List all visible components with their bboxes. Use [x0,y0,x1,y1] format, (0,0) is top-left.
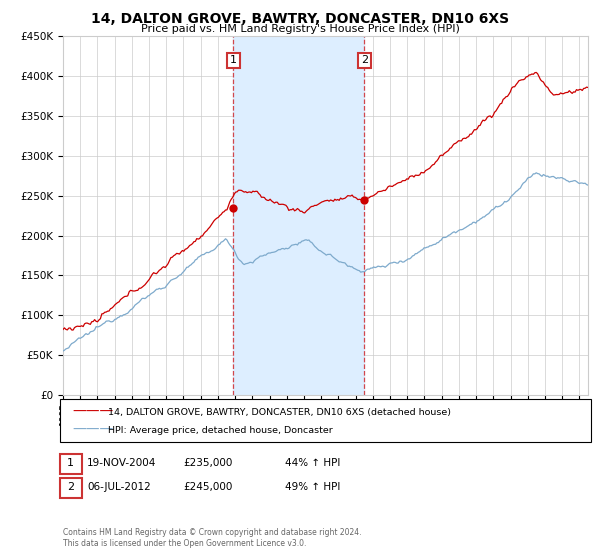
Text: 1: 1 [67,458,74,468]
Text: 14, DALTON GROVE, BAWTRY, DONCASTER, DN10 6XS: 14, DALTON GROVE, BAWTRY, DONCASTER, DN1… [91,12,509,26]
Text: 14, DALTON GROVE, BAWTRY, DONCASTER, DN10 6XS (detached house): 14, DALTON GROVE, BAWTRY, DONCASTER, DN1… [108,408,451,417]
Text: £245,000: £245,000 [183,482,232,492]
Text: 06-JUL-2012: 06-JUL-2012 [87,482,151,492]
Text: 2: 2 [67,482,74,492]
Bar [233,36,364,395]
Text: Contains HM Land Registry data © Crown copyright and database right 2024.
This d: Contains HM Land Registry data © Crown c… [63,528,361,548]
Text: Price paid vs. HM Land Registry's House Price Index (HPI): Price paid vs. HM Land Registry's House … [140,24,460,34]
Text: 49% ↑ HPI: 49% ↑ HPI [285,482,340,492]
Text: 2: 2 [361,55,368,66]
Text: 44% ↑ HPI: 44% ↑ HPI [285,458,340,468]
Text: ———: ——— [72,423,113,437]
Text: £235,000: £235,000 [183,458,232,468]
Text: HPI: Average price, detached house, Doncaster: HPI: Average price, detached house, Donc… [108,426,333,435]
Text: ———: ——— [72,405,113,419]
Text: 19-NOV-2004: 19-NOV-2004 [87,458,157,468]
Text: 1: 1 [230,55,237,66]
